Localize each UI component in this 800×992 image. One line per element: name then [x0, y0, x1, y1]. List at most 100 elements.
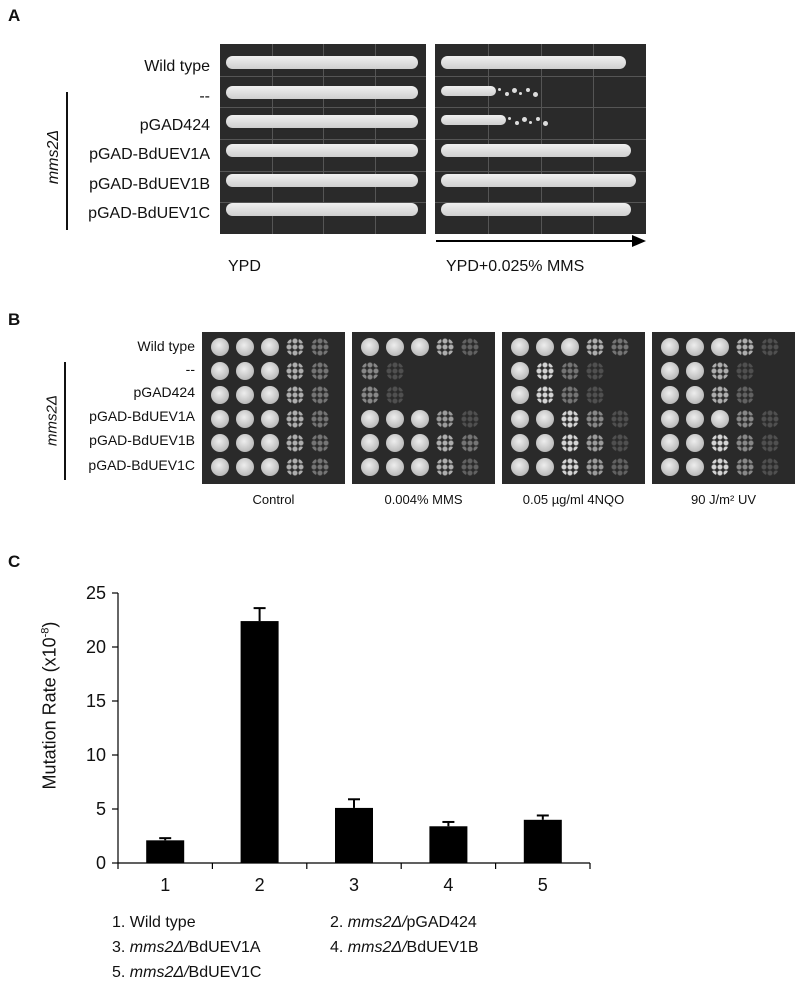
yeast-spot [211, 386, 229, 404]
caption-mms: 0.004% MMS [384, 492, 463, 507]
plate-grid-line [220, 202, 426, 203]
chart-y-axis-label: Mutation Rate (x10-8) [39, 621, 60, 790]
yeast-colony [529, 121, 532, 124]
yeast-colony [512, 88, 517, 93]
plate-grid-line [435, 171, 646, 172]
yeast-spot [586, 338, 604, 356]
y-tick-label: 15 [86, 691, 106, 711]
yeast-spot [286, 386, 304, 404]
yeast-spot [411, 458, 429, 476]
yeast-spot [586, 386, 604, 404]
plate-grid-line [435, 107, 646, 108]
plate-mms [352, 332, 495, 484]
y-tick-label: 10 [86, 745, 106, 765]
panel-a-row-label: pGAD-BdUEV1A [89, 146, 210, 163]
yeast-spot [286, 434, 304, 452]
yeast-spot [736, 410, 754, 428]
yeast-spot [211, 362, 229, 380]
yeast-spot [561, 434, 579, 452]
plate-uv [652, 332, 795, 484]
yeast-spot [261, 458, 279, 476]
yeast-colony [515, 121, 519, 125]
bar [146, 840, 185, 863]
yeast-spot [411, 410, 429, 428]
yeast-streak [441, 174, 636, 187]
yeast-spot [661, 362, 679, 380]
plate-grid-line [220, 139, 426, 140]
yeast-spot [461, 434, 479, 452]
legend-construct: BdUEV1C [188, 964, 262, 981]
panel-b-row-label: pGAD-BdUEV1B [89, 432, 195, 448]
panel-b-row-label: -- [185, 361, 195, 377]
panel-b-row-label: pGAD424 [133, 384, 195, 400]
panel-b-row-label: pGAD-BdUEV1A [89, 408, 195, 424]
panel-a-group-label: mms2Δ [45, 129, 62, 185]
yeast-spot [411, 338, 429, 356]
yeast-spot [436, 338, 454, 356]
panel-b-row-label: pGAD-BdUEV1C [88, 457, 195, 473]
yeast-spot [361, 386, 379, 404]
yeast-spot [511, 386, 529, 404]
yeast-streak [441, 203, 631, 216]
y-tick-label: 5 [96, 799, 106, 819]
yeast-spot [736, 386, 754, 404]
panel-a-letter: A [8, 6, 21, 25]
yeast-streak [226, 115, 418, 128]
yeast-spot [461, 338, 479, 356]
x-tick-label: 3 [349, 875, 359, 895]
panel-a-group-bracket [66, 92, 68, 230]
yeast-spot [236, 338, 254, 356]
yeast-colony [522, 117, 527, 122]
panel-b-group-bracket [64, 362, 66, 480]
yeast-spot [286, 410, 304, 428]
legend-number: 1. [112, 914, 130, 931]
panel-a-row-label: pGAD424 [139, 117, 210, 134]
yeast-spot [561, 410, 579, 428]
y-tick-label: 25 [86, 583, 106, 603]
yeast-colony [508, 117, 511, 120]
yeast-colony [519, 92, 522, 95]
yeast-streak [226, 56, 418, 69]
yeast-streak [226, 174, 418, 187]
yeast-spot [736, 434, 754, 452]
yeast-spot [436, 434, 454, 452]
x-tick-label: 2 [255, 875, 265, 895]
yeast-spot [211, 410, 229, 428]
yeast-spot [261, 410, 279, 428]
yeast-streak [441, 86, 496, 96]
legend-number: 3. [112, 939, 130, 956]
yeast-spot [461, 410, 479, 428]
yeast-spot [561, 458, 579, 476]
yeast-spot [711, 458, 729, 476]
yeast-colony [505, 92, 509, 96]
yeast-spot [536, 458, 554, 476]
yeast-spot [236, 410, 254, 428]
yeast-spot [286, 362, 304, 380]
bar [523, 819, 562, 863]
yeast-spot [736, 458, 754, 476]
yeast-spot [736, 362, 754, 380]
yeast-spot [386, 458, 404, 476]
yeast-spot [211, 458, 229, 476]
yeast-colony [498, 88, 501, 91]
yeast-spot [411, 434, 429, 452]
plate-grid-line [435, 76, 646, 77]
panel-a-row-label: pGAD-BdUEV1C [88, 205, 210, 222]
yeast-spot [686, 458, 704, 476]
yeast-spot [611, 434, 629, 452]
yeast-streak [226, 203, 418, 216]
caption-ypd: YPD [228, 258, 261, 275]
panel-a-row-label: Wild type [144, 58, 210, 75]
bar [335, 807, 373, 863]
yeast-spot [536, 386, 554, 404]
panel-b-row-label: Wild type [137, 338, 195, 354]
yeast-spot [211, 434, 229, 452]
yeast-colony [536, 117, 540, 121]
legend-genotype: mms2Δ/ [129, 939, 189, 956]
yeast-spot [211, 338, 229, 356]
yeast-spot [711, 410, 729, 428]
yeast-spot [561, 338, 579, 356]
x-tick-label: 1 [160, 875, 170, 895]
yeast-streak [226, 144, 418, 157]
yeast-spot [386, 362, 404, 380]
